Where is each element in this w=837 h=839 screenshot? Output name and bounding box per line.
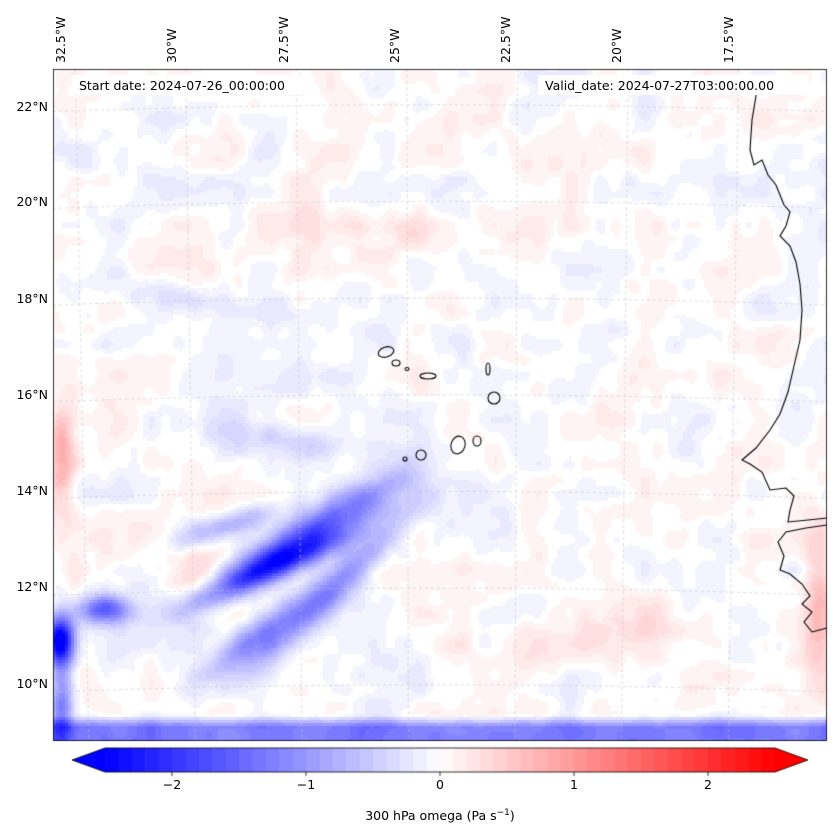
valid-date-text: Valid_date: 2024-07-27T03:00:00.00 <box>545 78 775 93</box>
lat-label-20n: 20°N <box>16 194 48 209</box>
colorbar-label: 300 hPa omega (Pa s−1) <box>365 808 515 823</box>
lon-label-30w: 30°W <box>164 28 179 63</box>
lat-label-18n: 18°N <box>16 291 48 306</box>
colorbar-label-main: 300 hPa omega (Pa s <box>365 808 497 824</box>
lon-label-17-5w: 17.5°W <box>721 16 736 63</box>
lon-label-32-5w: 32.5°W <box>53 16 68 63</box>
start-date-text: Start date: 2024-07-26_00:00:00 <box>79 78 285 93</box>
colorbar-tick-label: 1 <box>570 777 578 792</box>
colorbar-label-close: ) <box>509 808 515 824</box>
lon-label-22-5w: 22.5°W <box>498 16 513 63</box>
lat-label-22n: 22°N <box>16 99 48 114</box>
lon-label-27-5w: 27.5°W <box>276 16 291 63</box>
lat-label-14n: 14°N <box>16 483 48 498</box>
colorbar-label-exponent: −1 <box>496 808 510 818</box>
lon-label-20w: 20°W <box>609 28 624 63</box>
lat-label-12n: 12°N <box>16 579 48 594</box>
colorbar-tick-label: 2 <box>704 777 712 792</box>
colorbar-tick-label: 0 <box>436 777 444 792</box>
lon-label-25w: 25°W <box>387 28 402 63</box>
colorbar-tick-label: −1 <box>296 777 316 792</box>
lat-label-10n: 10°N <box>16 676 48 691</box>
lat-label-16n: 16°N <box>16 387 48 402</box>
colorbar-tick-label: −2 <box>162 777 182 792</box>
